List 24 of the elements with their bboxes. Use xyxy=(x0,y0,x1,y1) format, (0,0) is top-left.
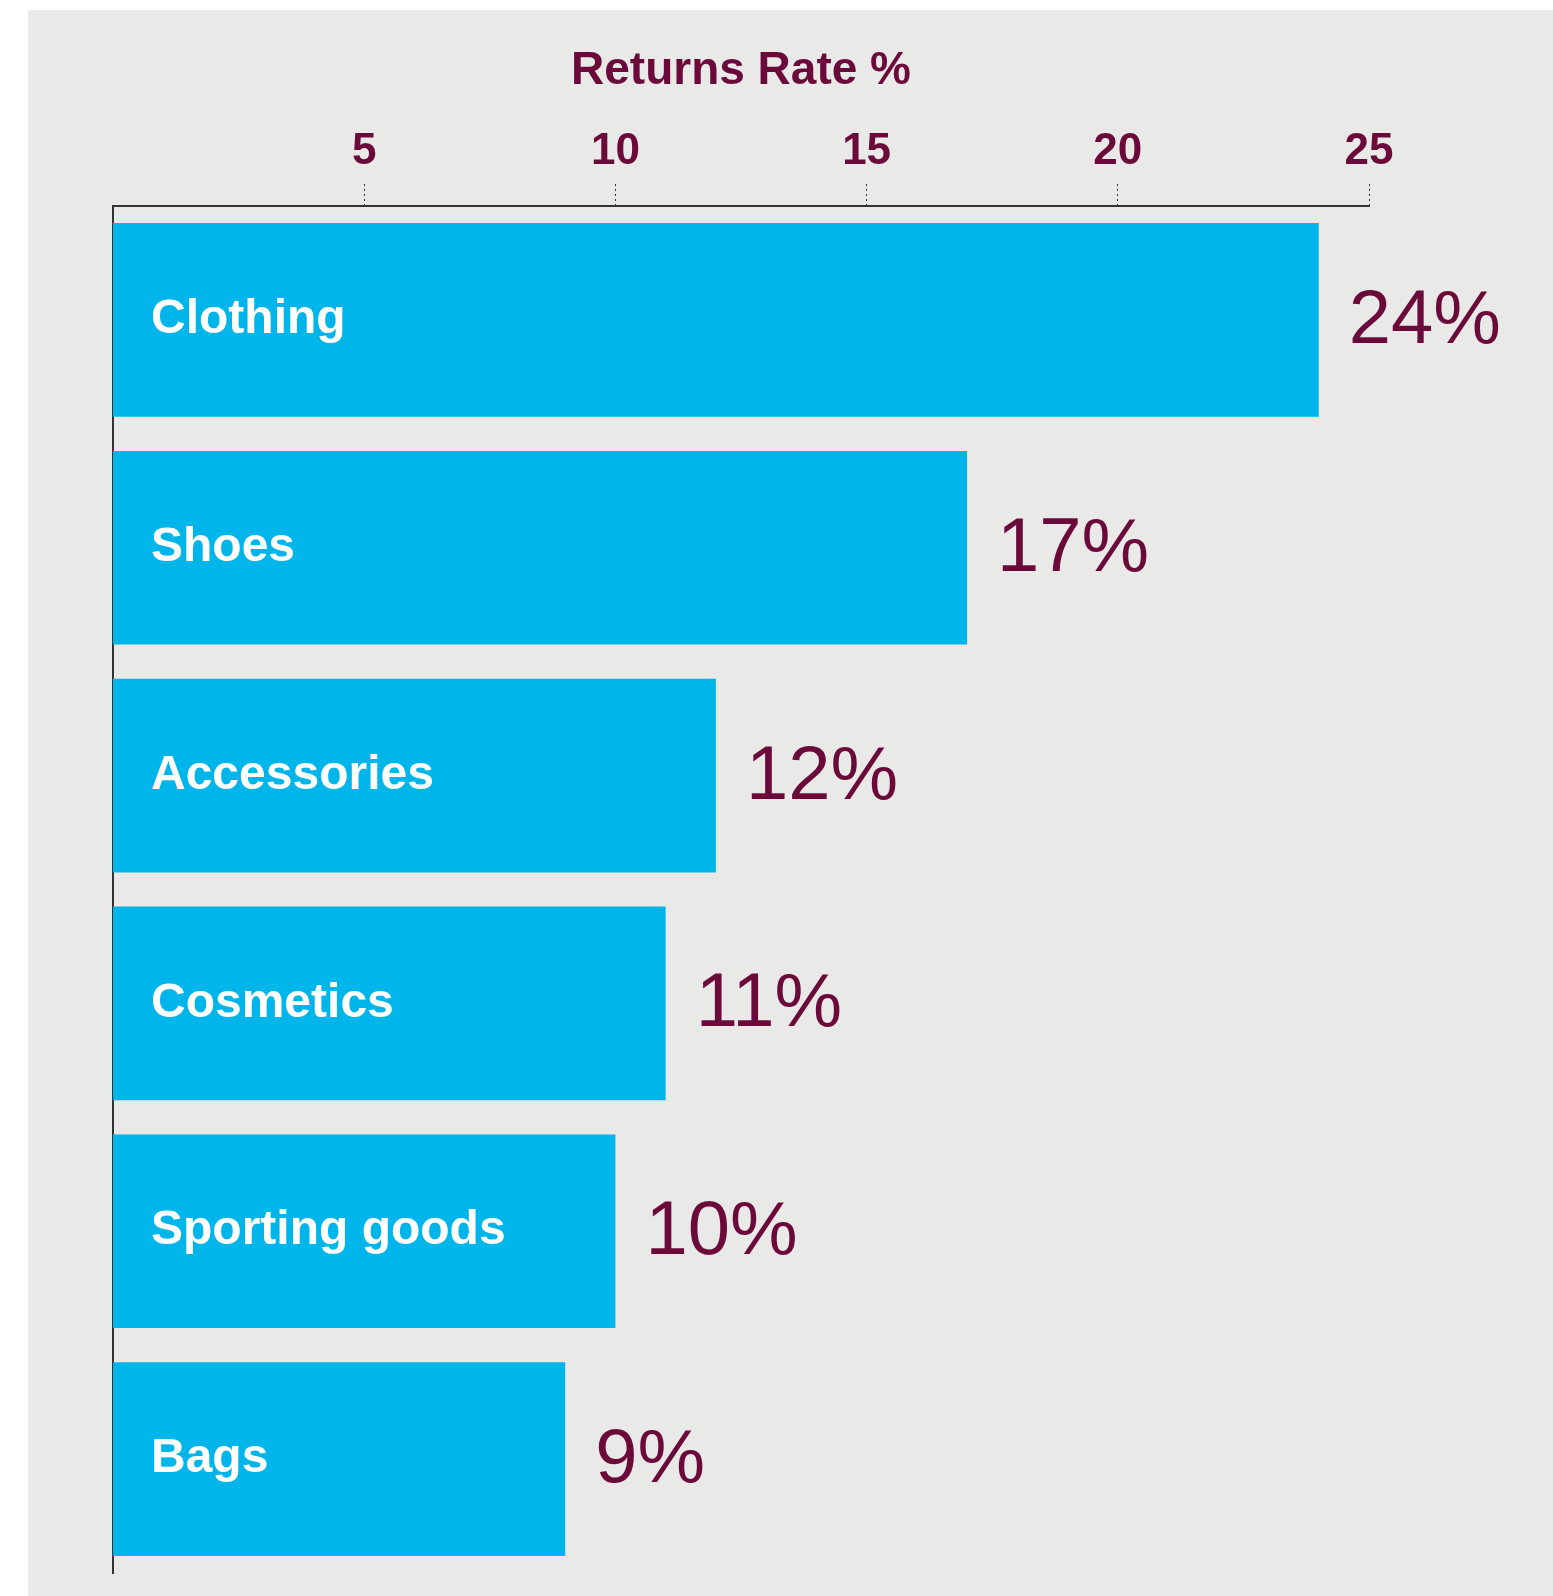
x-axis-title: Returns Rate % xyxy=(571,42,911,95)
bar xyxy=(113,450,968,645)
x-tick-label: 5 xyxy=(351,123,377,173)
data-label: 10% xyxy=(645,1185,798,1271)
y-tick-label: Shoes xyxy=(151,517,296,571)
x-tick-label: 10 xyxy=(590,123,640,173)
y-tick-label: Clothing xyxy=(151,290,346,344)
y-tick-label: Bags xyxy=(151,1429,269,1483)
bar xyxy=(113,906,666,1101)
bar xyxy=(113,223,1319,417)
bar xyxy=(113,1362,566,1556)
data-label: 17% xyxy=(997,501,1150,587)
x-tick-label: 15 xyxy=(842,123,892,173)
data-label: 9% xyxy=(595,1413,705,1499)
data-label: 11% xyxy=(695,957,843,1043)
y-tick-label: Cosmetics xyxy=(151,973,394,1027)
bar xyxy=(113,1134,616,1329)
data-label: 12% xyxy=(745,729,899,815)
bar xyxy=(113,678,716,873)
x-tick-label: 20 xyxy=(1093,123,1143,173)
x-tick-label: 25 xyxy=(1344,123,1394,173)
y-tick-label: Accessories xyxy=(151,745,434,799)
data-label: 24% xyxy=(1348,273,1501,359)
y-tick-label: Sporting goods xyxy=(151,1201,506,1255)
